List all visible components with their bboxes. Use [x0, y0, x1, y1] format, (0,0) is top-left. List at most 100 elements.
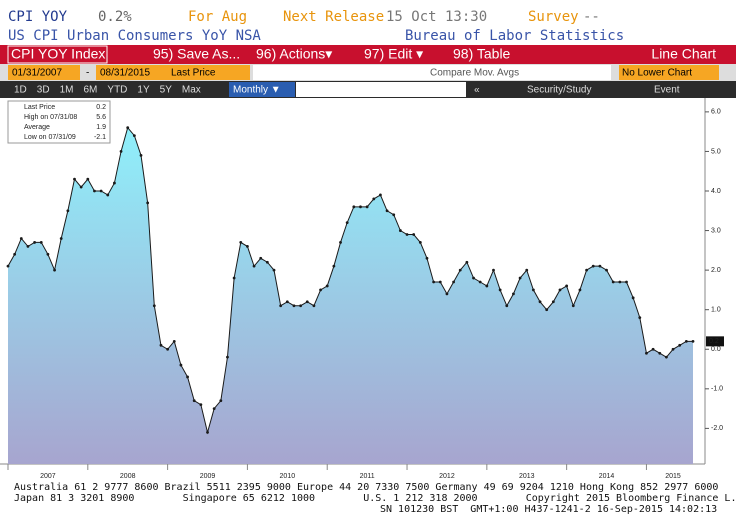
legend-label: Average [24, 124, 50, 131]
point [598, 264, 602, 268]
collapse[interactable]: « [474, 85, 480, 96]
point [478, 280, 482, 284]
point [139, 153, 143, 157]
date-sep: - [86, 68, 89, 79]
next-label: Next Release [283, 9, 384, 25]
y-tick-label: 5.0 [711, 148, 721, 155]
point [299, 304, 303, 308]
point [305, 300, 309, 304]
point [332, 264, 336, 268]
point [319, 288, 322, 292]
footer-line: Japan 81 3 3201 8900 Singapore 65 6212 1… [14, 493, 736, 504]
legend-label: High on 07/31/08 [24, 114, 77, 121]
range-button[interactable]: 1M [60, 85, 74, 96]
start-input[interactable] [8, 65, 80, 80]
frequency-button[interactable] [229, 82, 295, 97]
point [691, 339, 695, 343]
point [206, 430, 209, 434]
next-date: 15 Oct 13:30 [386, 9, 487, 25]
point [113, 181, 116, 185]
point [265, 260, 269, 264]
survey-label: Survey [528, 9, 579, 25]
point [192, 399, 196, 403]
point [465, 260, 469, 264]
point [292, 304, 296, 308]
point [246, 244, 249, 248]
point [452, 280, 455, 284]
field: Last Price [171, 68, 216, 79]
point [19, 237, 23, 240]
point [498, 288, 502, 292]
range-button[interactable]: 5Y [160, 85, 173, 96]
point [512, 292, 515, 296]
range-button[interactable]: 6M [84, 85, 98, 96]
y-tick-label: 0.0 [711, 346, 721, 353]
point [239, 241, 243, 244]
point [651, 347, 655, 351]
last-value-label: 0.2 [709, 338, 719, 345]
range-button[interactable]: Max [182, 85, 201, 96]
blank-field [296, 82, 466, 97]
point [438, 280, 442, 284]
y-tick-label: 2.0 [711, 267, 721, 274]
point [618, 280, 622, 284]
range-button[interactable]: 3D [37, 85, 50, 96]
x-tick-label: 2012 [439, 473, 455, 480]
point [485, 284, 489, 288]
point [571, 304, 575, 308]
legend-value: 5.6 [96, 114, 106, 121]
legend-label: Low on 07/31/09 [24, 134, 76, 141]
field-select[interactable] [168, 65, 250, 80]
compare: Compare Mov. Avgs [430, 68, 519, 79]
point [565, 284, 569, 288]
point [212, 407, 216, 411]
range-button[interactable]: 1D [14, 85, 27, 96]
point [252, 264, 256, 268]
compare-field[interactable] [253, 65, 611, 80]
security-box[interactable] [7, 45, 108, 64]
x-tick-label: 2011 [360, 473, 375, 480]
lower-select[interactable] [619, 65, 719, 80]
point [272, 268, 276, 272]
point [505, 304, 509, 308]
y-tick-label: 3.0 [711, 227, 721, 234]
y-tick-label: -2.0 [711, 425, 723, 432]
y-tick-label: 6.0 [711, 109, 721, 116]
point [186, 375, 189, 379]
point [492, 268, 495, 272]
legend-value: 0.2 [96, 104, 106, 111]
menu-item[interactable]: 98) Table [453, 46, 511, 62]
point [146, 201, 150, 205]
point [671, 347, 675, 351]
point [232, 276, 236, 280]
end-input[interactable] [96, 65, 168, 80]
description: US CPI Urban Consumers YoY NSA [8, 28, 261, 44]
last-value: 0.2% [98, 9, 132, 25]
point [538, 300, 542, 304]
range-button[interactable]: YTD [107, 85, 127, 96]
study[interactable]: Security/Study [527, 85, 591, 96]
menu-item[interactable]: 95) Save As... [153, 46, 240, 62]
chart-kind: Line Chart [651, 46, 716, 62]
menu-item[interactable]: 97) Edit ▾ [364, 46, 423, 62]
range-button[interactable]: 1Y [137, 85, 150, 96]
y-tick-label: 1.0 [711, 307, 721, 314]
point [59, 237, 63, 240]
point [325, 284, 329, 288]
point [13, 252, 17, 256]
point [445, 292, 449, 296]
legend [7, 100, 111, 144]
menu-item[interactable]: 96) Actions▾ [256, 46, 332, 62]
point [79, 185, 83, 189]
point [678, 343, 682, 347]
point [119, 150, 123, 153]
point [418, 241, 422, 244]
x-tick-label: 2010 [280, 473, 296, 480]
x-tick-label: 2014 [599, 473, 615, 480]
point [658, 351, 662, 355]
point [339, 241, 342, 244]
point [591, 264, 595, 268]
point [605, 268, 608, 272]
event[interactable]: Event [654, 85, 680, 96]
